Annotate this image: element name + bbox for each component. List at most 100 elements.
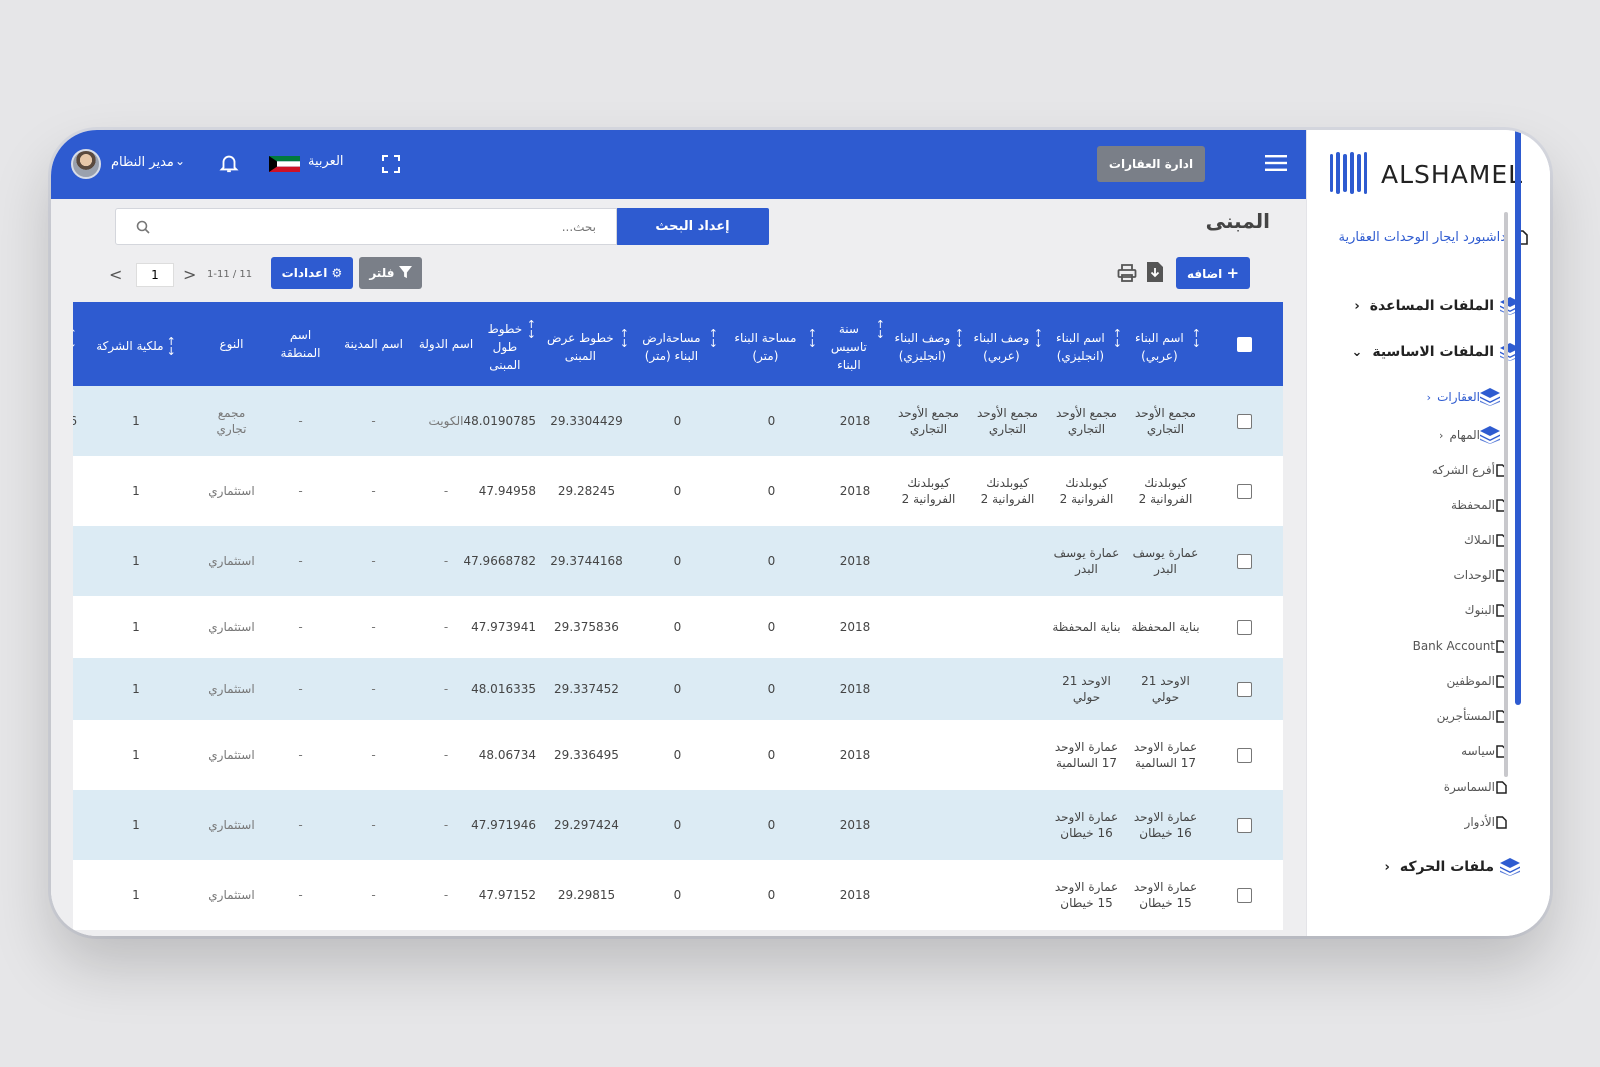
sidebar-sub-label: العقارات [1437,390,1480,404]
sidebar-item-leaf[interactable]: الوحدات [1453,568,1507,582]
table-row[interactable]: بناية المحفظة بناية المحفظة 2018 0 0 29.37583… [73,596,1283,658]
table-row[interactable]: عمارة الاوحد 17 السالمية عمارة الاوحد 17 … [73,720,1283,790]
chevron-left-icon: ‹ [1354,298,1360,314]
sort-icon[interactable]: ↑↓ [73,328,77,349]
sort-icon[interactable]: ↑↓ [1191,326,1201,350]
hamburger-icon[interactable] [1265,154,1287,172]
column-header-label: مساحة البناء (متر) [734,330,797,363]
sidebar-sub-properties[interactable]: العقارات ‹ [1427,388,1500,406]
language-selector[interactable]: العربية [308,154,344,169]
table-row[interactable]: مجمع الأوحد التجاري مجمع الأوحد التجاري مج… [73,386,1283,456]
table-cell: 0 [673,484,682,498]
sort-icon[interactable]: ↑↓ [875,317,885,341]
table-cell: - [371,888,376,902]
fullscreen-icon[interactable] [381,154,401,174]
table-row[interactable]: عمارة يوسف البدر عمارة يوسف البدر 2018 0 0 29… [73,526,1283,596]
sidebar-item-leaf[interactable]: البنوك [1465,603,1507,617]
search-icon[interactable] [136,220,150,234]
sort-icon[interactable]: ↑↓ [619,326,629,350]
sort-icon[interactable]: ↑↓ [166,334,176,358]
sidebar-section-movement[interactable]: ملفات الحركه ‹ [1384,858,1520,876]
sidebar-item-leaf[interactable]: Bank Account [1413,639,1507,653]
column-header[interactable]: ↑ ↓ وصف البناء (انجليزي) [889,302,968,386]
sidebar-item-leaf[interactable]: الملاك [1464,533,1507,547]
logo-text: ALSHAMEL [1381,160,1524,189]
row-checkbox[interactable] [1236,682,1252,697]
download-file-icon[interactable] [1147,262,1163,282]
sidebar-item-leaf[interactable]: الموظفين [1446,674,1507,688]
column-header[interactable]: ↑ ↓ اسم البناء (انجليزي) [1047,302,1126,386]
chevron-left-icon: ‹ [1384,859,1390,875]
row-checkbox[interactable] [1236,484,1252,499]
manage-properties-button[interactable]: ادارة العقارات [1097,146,1205,182]
table-cell: - [298,682,303,696]
sort-icon[interactable]: ↑↓ [708,326,718,350]
table-cell: 2018 [839,554,871,568]
search-settings-button[interactable]: إعداد البحث [616,208,769,245]
sidebar-scrollbar[interactable] [1504,212,1508,777]
row-checkbox[interactable] [1236,748,1252,763]
filter-button[interactable]: فلتر [359,257,422,289]
column-header[interactable]: ↑ ↓ سنة تاسيس البناء [821,302,889,386]
sort-icon[interactable]: ↑↓ [954,326,964,350]
sidebar-item-dashboard[interactable]: داشبورد ايجار الوحدات العقارية [1337,227,1528,249]
sidebar-item-leaf[interactable]: المستأجرين [1437,709,1507,723]
caret-down-icon[interactable]: ⌄ [175,154,186,168]
layers-icon [1500,858,1520,876]
sort-icon[interactable]: ↑↓ [1112,326,1122,350]
column-header[interactable]: ↑ ↓ مساحة البناء (متر) [722,302,821,386]
bell-icon[interactable] [218,151,240,175]
table-cell: 0 [767,888,776,902]
add-button[interactable]: اضافه + [1176,257,1250,289]
sort-icon[interactable]: ↑↓ [1033,326,1043,350]
column-header[interactable]: ↑ ↓ مساحةارض البناء (متر) [633,302,722,386]
sidebar-item-leaf[interactable]: سياسه [1461,744,1507,758]
pager-page-input[interactable] [136,263,174,287]
avatar[interactable] [71,149,101,179]
column-header[interactable]: ↑ ↓ ملكية الشركة [73,302,199,386]
table-cell: - [371,748,376,762]
table-row[interactable]: عمارة الاوحد 16 خيطان عمارة الاوحد 16 خيط… [73,790,1283,860]
sidebar-item-leaf[interactable]: السماسرة [1444,780,1507,794]
sort-icon[interactable]: ↑↓ [807,326,817,350]
table-cell: 0 [767,748,776,762]
user-name[interactable]: مدير النظام [111,155,174,170]
sidebar-section-basic[interactable]: الملفات الاساسية ⌄ [1351,343,1520,361]
sidebar-sub-label: المهام [1449,428,1480,442]
sort-icon[interactable]: ↑↓ [526,317,536,341]
table-cell: استثماري [208,748,255,762]
layers-icon [1480,388,1500,406]
table-cell: 48.016335 [471,682,536,696]
pager-next-button[interactable]: > [183,265,197,284]
table-cell: استثماري [208,484,255,498]
select-all-checkbox[interactable] [1236,337,1252,352]
column-header[interactable]: ↑ ↓ خطوط طول المبنى [482,302,540,386]
row-checkbox[interactable] [1236,620,1252,635]
settings-button[interactable]: اعدادات ⚙ [271,257,353,289]
print-icon[interactable] [1117,263,1137,283]
table-row[interactable]: عمارة الاوحد 15 خيطان عمارة الاوحد 15 خيط… [73,860,1283,930]
column-header: اسم المنطقة [264,302,337,386]
sidebar-accent-strip [1515,130,1521,705]
search-input[interactable] [156,209,596,244]
pager-prev-button[interactable]: < [109,265,123,284]
sidebar-sub-tasks[interactable]: المهام ‹ [1439,426,1500,444]
table-body: مجمع الأوحد التجاري مجمع الأوحد التجاري مج… [73,386,1283,930]
row-checkbox[interactable] [1236,818,1252,833]
table-row[interactable]: الاوحد 21 حولي الاوحد 21 حولي 2018 0 0 29.337… [73,658,1283,720]
row-checkbox[interactable] [1236,888,1252,903]
sidebar-item-leaf[interactable]: المحفظة [1451,498,1507,512]
table-cell: استثماري [208,682,255,696]
sidebar-section-helper[interactable]: الملفات المساعدة ‹ [1354,297,1520,315]
flag-kuwait-icon[interactable] [269,156,300,172]
sidebar-item-leaf[interactable]: الأدوار [1465,815,1507,829]
column-header[interactable]: ↑ ↓ وصف البناء (عربي) [968,302,1047,386]
row-checkbox-cell [1205,658,1283,720]
row-checkbox[interactable] [1236,414,1252,429]
table-row[interactable]: كيوبلدنك الفروانية 2 كيوبلدنك الفروانية 2… [73,456,1283,526]
column-header[interactable]: ↑ ↓ اسم البناء (عربي) [1126,302,1205,386]
row-checkbox[interactable] [1236,554,1252,569]
sidebar-item-leaf[interactable]: أفرع الشركه [1432,463,1507,477]
sidebar-section-label: الملفات الاساسية [1372,344,1494,360]
column-header[interactable]: ↑ ↓ خطوط عرض المبنى [540,302,633,386]
